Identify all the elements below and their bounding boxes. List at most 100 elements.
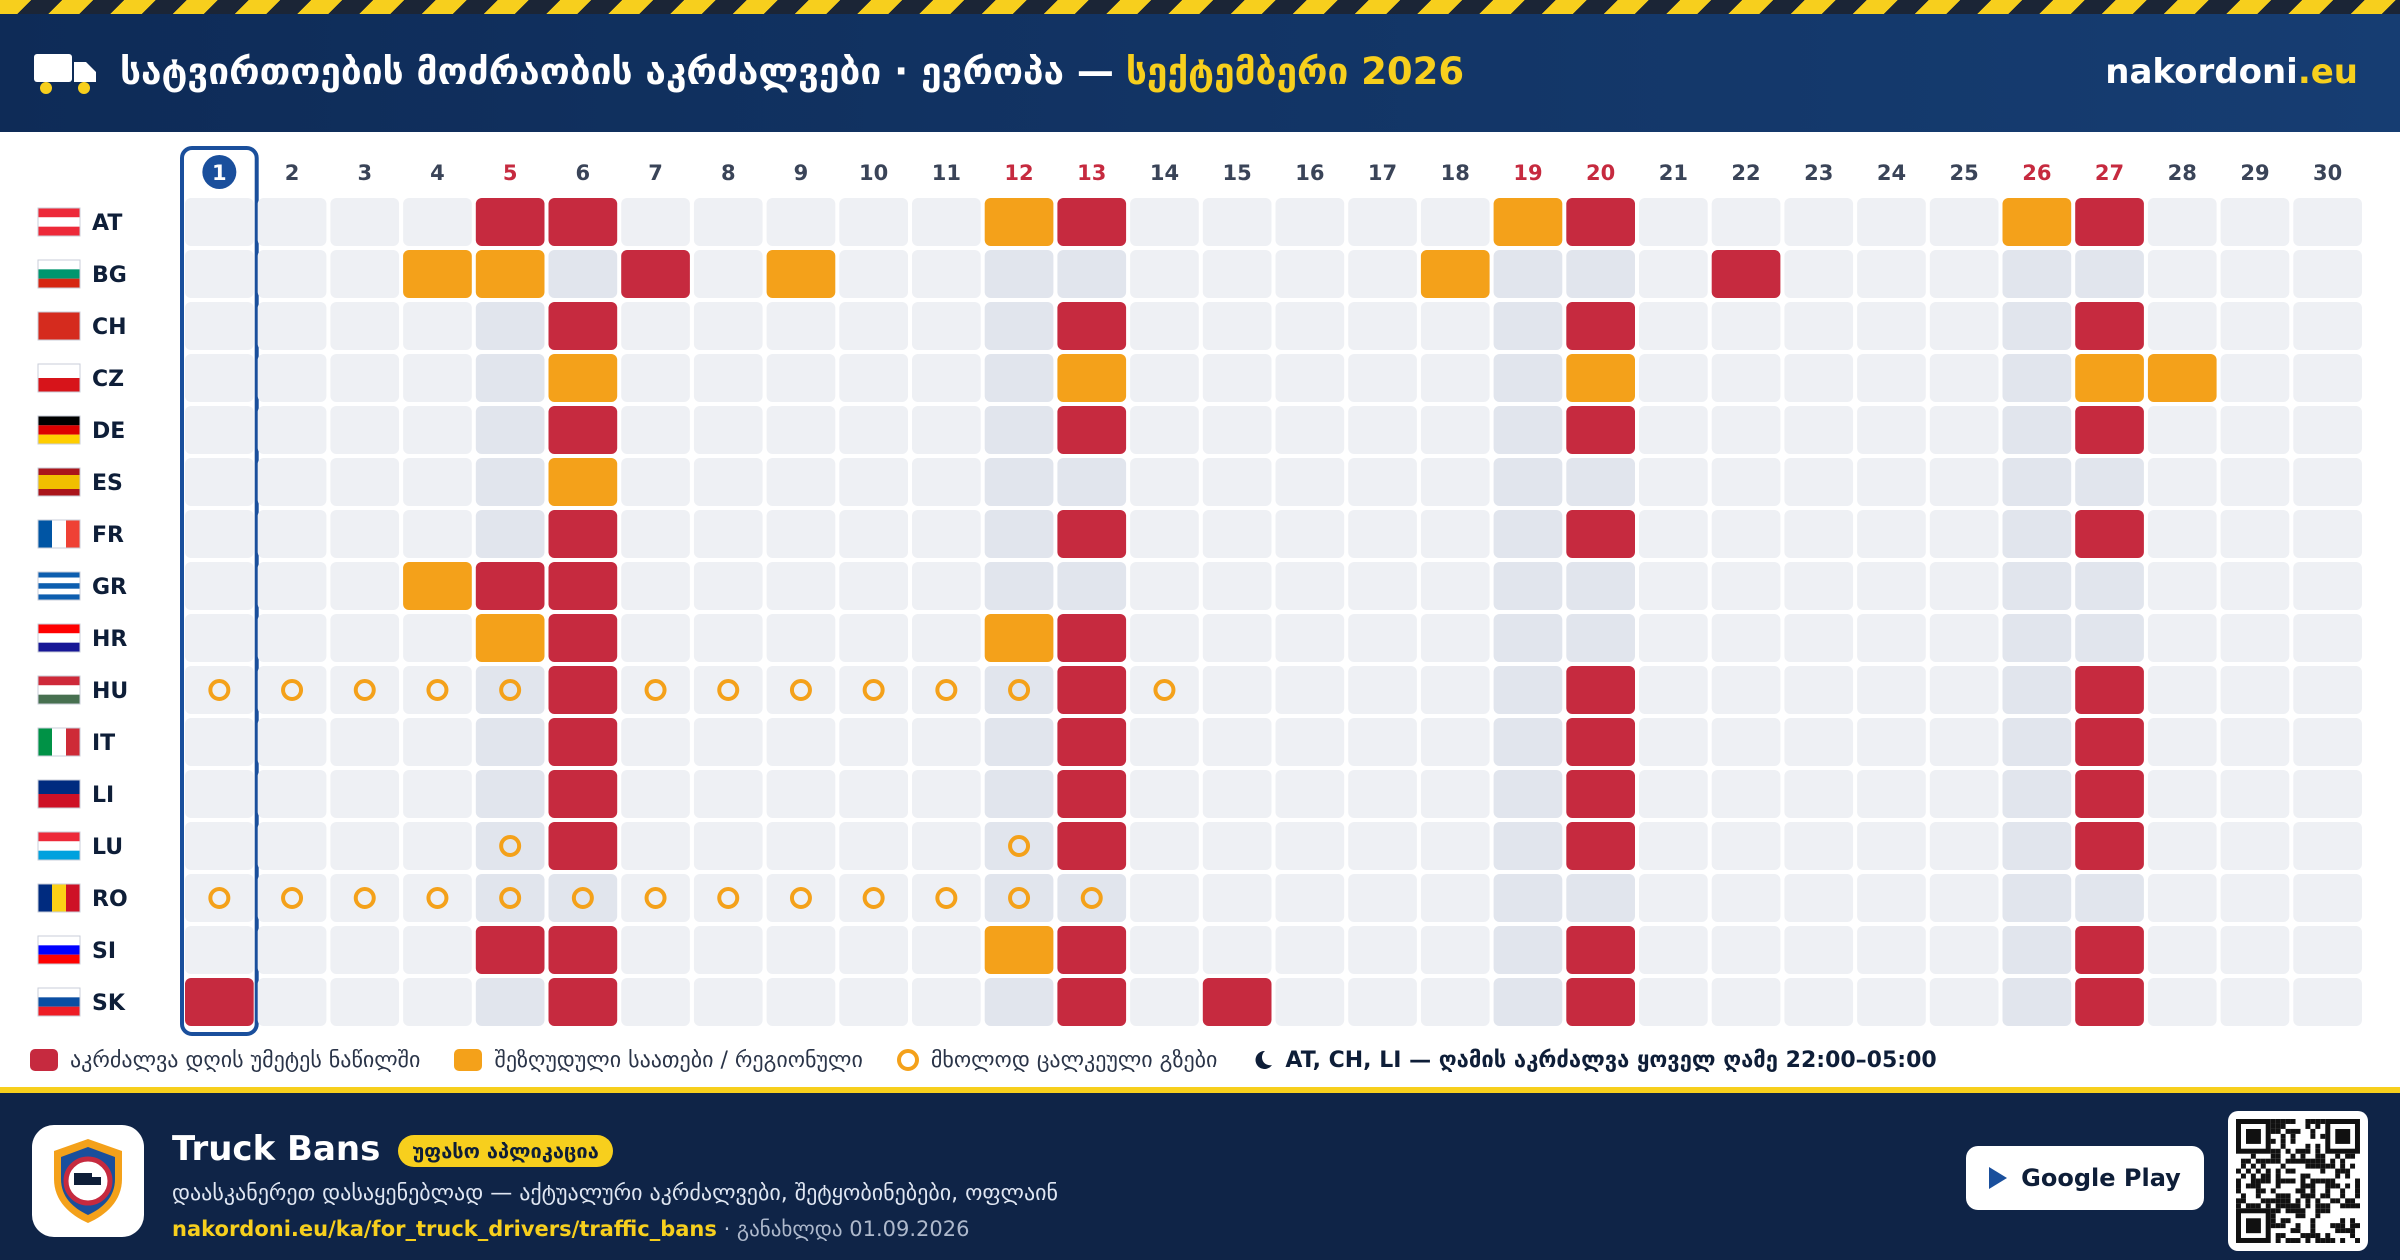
qr-module — [2280, 1233, 2286, 1239]
empty-cell — [2002, 770, 2072, 818]
empty-cell — [1348, 614, 1417, 662]
qr-module — [2310, 1158, 2316, 1164]
qr-module — [2310, 1228, 2316, 1234]
qr-module — [2345, 1173, 2351, 1179]
empty-cell — [257, 666, 327, 714]
qr-module — [2290, 1178, 2296, 1184]
qr-module — [2345, 1183, 2351, 1189]
qr-module — [2240, 1193, 2246, 1199]
empty-cell — [1857, 302, 1926, 350]
empty-cell — [257, 406, 327, 454]
qr-module — [2250, 1153, 2256, 1159]
country-code: FR — [92, 523, 124, 548]
qr-module — [2290, 1208, 2296, 1214]
qr-module — [2250, 1178, 2256, 1184]
empty-cell — [1202, 666, 1272, 714]
partial-cell — [766, 250, 836, 298]
empty-cell — [766, 198, 836, 246]
empty-cell — [2002, 926, 2072, 974]
empty-cell — [1639, 562, 1708, 610]
header: სატვირთოების მოძრაობის აკრძალვები · ევრო… — [0, 14, 2400, 132]
qr-module — [2325, 1208, 2331, 1214]
ban-cell — [548, 198, 618, 246]
empty-cell — [185, 822, 254, 870]
qr-module — [2285, 1218, 2291, 1224]
empty-cell — [403, 874, 472, 922]
empty-cell — [1130, 458, 1199, 506]
empty-cell — [1420, 614, 1490, 662]
ban-cell — [548, 926, 618, 974]
flag — [37, 675, 81, 705]
flag-stripe — [38, 954, 80, 964]
empty-cell — [1348, 770, 1417, 818]
empty-cell — [2147, 926, 2217, 974]
link[interactable]: nakordoni.eu/ka/for_truck_drivers/traffi… — [172, 1217, 717, 1241]
empty-cell — [1275, 770, 1345, 818]
empty-cell — [2147, 770, 2217, 818]
empty-cell — [1493, 510, 1563, 558]
qr-module — [2350, 1203, 2356, 1209]
qr-module — [2270, 1198, 2276, 1204]
empty-cell — [1275, 198, 1345, 246]
qr-module — [2355, 1178, 2360, 1184]
empty-cell — [839, 406, 908, 454]
empty-cell — [1857, 978, 1926, 1026]
empty-cell — [2002, 458, 2072, 506]
empty-cell — [1857, 614, 1926, 662]
google-play-button[interactable]: Google Play — [1966, 1146, 2204, 1210]
empty-cell — [330, 458, 400, 506]
qr-module — [2350, 1228, 2356, 1234]
flag-border — [37, 831, 81, 861]
country-code: CZ — [92, 367, 124, 392]
qr-module — [2345, 1203, 2351, 1209]
qr-module — [2280, 1143, 2286, 1149]
empty-cell — [912, 666, 981, 714]
qr-module — [2320, 1178, 2326, 1184]
qr-module — [2320, 1238, 2326, 1243]
empty-cell — [2075, 458, 2144, 506]
qr-module — [2255, 1188, 2261, 1194]
qr-code[interactable] — [2228, 1111, 2368, 1251]
qr-module — [2320, 1168, 2326, 1174]
empty-cell — [912, 354, 981, 402]
qr-module — [2265, 1178, 2271, 1184]
ban-cell — [548, 510, 618, 558]
ban-cell — [1566, 718, 1635, 766]
empty-cell — [330, 198, 400, 246]
qr-module — [2340, 1188, 2346, 1194]
empty-cell — [257, 926, 327, 974]
empty-cell — [621, 510, 690, 558]
empty-cell — [1275, 822, 1345, 870]
qr-module — [2340, 1163, 2346, 1169]
flag-stripe — [38, 594, 80, 600]
flag-stripe — [38, 780, 80, 794]
empty-cell — [1348, 718, 1417, 766]
ban-cell — [1566, 978, 1635, 1026]
day-label: 27 — [2095, 161, 2124, 185]
ban-cell — [185, 978, 254, 1026]
day-label: 20 — [1586, 161, 1615, 185]
empty-cell — [1420, 562, 1490, 610]
empty-cell — [1275, 874, 1345, 922]
empty-cell — [1202, 302, 1272, 350]
ban-cell — [2075, 198, 2144, 246]
ban-cell — [1057, 666, 1127, 714]
empty-cell — [1057, 250, 1127, 298]
empty-cell — [330, 302, 400, 350]
qr-module — [2355, 1223, 2360, 1229]
qr-module — [2315, 1178, 2321, 1184]
app-icon[interactable] — [32, 1125, 144, 1237]
roads-marker — [499, 679, 522, 701]
empty-cell — [1057, 874, 1127, 922]
ban-cell — [1566, 406, 1635, 454]
empty-cell — [2220, 874, 2290, 922]
empty-cell — [257, 302, 327, 350]
qr-module — [2275, 1173, 2281, 1179]
qr-module — [2320, 1158, 2326, 1164]
country-code: GR — [92, 575, 127, 600]
flag — [37, 311, 81, 341]
empty-cell — [1275, 406, 1345, 454]
qr-module — [2305, 1233, 2311, 1239]
empty-cell — [1784, 770, 1854, 818]
day-label: 18 — [1441, 161, 1470, 185]
